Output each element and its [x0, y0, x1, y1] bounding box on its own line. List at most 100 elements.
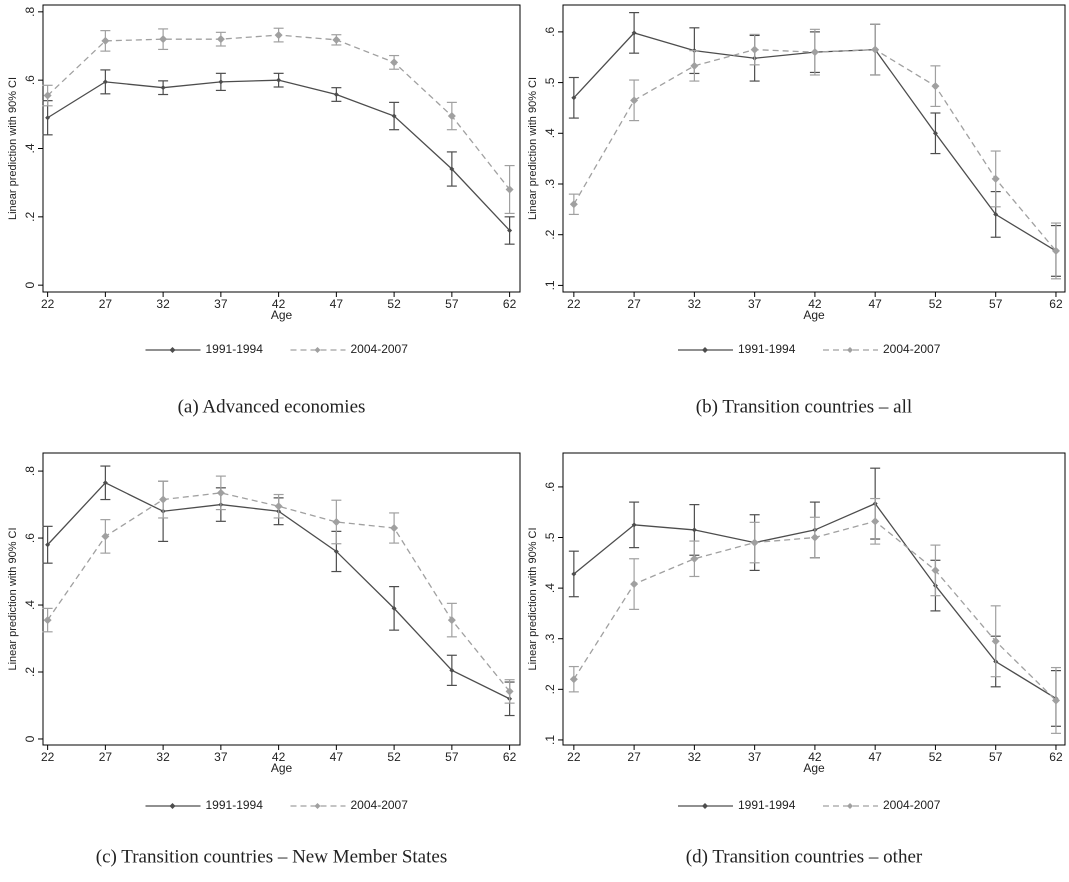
y-tick-label: .2 [543, 684, 557, 694]
series-line [47, 79, 511, 231]
y-tick-label: .6 [543, 27, 557, 37]
y-axis-label: Linear prediction with 90% CI [7, 77, 19, 220]
caption: (c) Transition countries – New Member St… [96, 846, 447, 867]
x-tick-label: 62 [503, 750, 517, 764]
point-marker [750, 538, 759, 547]
panel: .1 .2 .3 .4 .5 .6 22 27 32 37 42 47 52 57 62 Age Linear … [527, 452, 1066, 867]
point-marker [630, 96, 639, 105]
point-marker [993, 211, 999, 217]
legend-marker [169, 347, 176, 353]
legend-label: 1991-1994 [206, 342, 264, 356]
point-marker [871, 45, 880, 54]
x-tick-label: 62 [503, 297, 517, 311]
x-tick-label: 52 [387, 750, 401, 764]
point-marker [332, 517, 341, 526]
point-marker [569, 675, 578, 684]
x-axis-label: Age [271, 308, 293, 322]
point-marker [932, 130, 938, 136]
legend-marker [314, 347, 321, 353]
x-tick-label: 57 [445, 297, 459, 311]
point-marker [391, 113, 397, 119]
x-tick-label: 32 [156, 297, 170, 311]
caption: (b) Transition countries – all [696, 396, 912, 417]
point-marker [505, 185, 514, 194]
point-marker [1051, 246, 1060, 255]
point-marker [274, 502, 283, 511]
point-marker [390, 58, 399, 67]
y-tick-label: .4 [543, 583, 557, 593]
x-tick-label: 37 [214, 297, 228, 311]
point-marker [569, 200, 578, 209]
x-tick-label: 27 [99, 297, 113, 311]
plot-frame [42, 452, 521, 746]
x-tick-label: 47 [868, 297, 882, 311]
point-marker [991, 174, 1000, 183]
series-line [47, 34, 511, 190]
x-axis-label: Age [803, 761, 825, 775]
x-tick-label: 37 [748, 297, 762, 311]
x-tick-label: 22 [567, 750, 581, 764]
y-tick-label: .2 [23, 667, 37, 677]
point-marker [507, 228, 513, 233]
point-marker [218, 79, 224, 85]
point-marker [690, 554, 699, 563]
y-tick-label: .6 [543, 482, 557, 492]
point-marker [931, 566, 940, 575]
point-marker [630, 580, 639, 589]
plot-frame [42, 4, 521, 293]
legend-marker [702, 347, 708, 353]
legend-marker [314, 803, 321, 809]
x-tick-label: 57 [445, 750, 459, 764]
point-marker [449, 667, 455, 673]
x-tick-label: 62 [1049, 750, 1063, 764]
point-marker [991, 637, 1000, 646]
x-axis-label: Age [803, 308, 825, 322]
point-marker [810, 533, 819, 542]
y-tick-label: 0 [23, 735, 37, 742]
panel: 0 .2 .4 .6 .8 22 27 32 37 42 47 52 57 62 Age Linear pre… [7, 452, 521, 867]
point-marker [274, 31, 283, 40]
x-tick-label: 27 [99, 750, 113, 764]
panel: .1 .2 .3 .4 .5 .6 22 27 32 37 42 47 52 57 62 Age Linear … [527, 4, 1066, 417]
point-marker [750, 45, 759, 54]
x-tick-label: 57 [989, 297, 1003, 311]
x-tick-label: 57 [989, 750, 1003, 764]
legend-label: 2004-2007 [351, 342, 409, 356]
legend-label: 2004-2007 [351, 798, 409, 812]
y-axis-label: Linear prediction with 90% CI [527, 77, 539, 220]
point-marker [216, 488, 225, 497]
point-marker [43, 616, 52, 625]
point-marker [43, 91, 52, 100]
y-tick-label: .4 [23, 600, 37, 610]
point-marker [931, 82, 940, 91]
x-tick-label: 27 [627, 750, 641, 764]
series-line [47, 492, 511, 692]
point-marker [449, 166, 455, 172]
y-tick-label: .4 [543, 128, 557, 138]
y-axis-label: Linear prediction with 90% CI [527, 527, 539, 670]
y-tick-label: .3 [543, 179, 557, 189]
point-marker [160, 85, 166, 91]
legend-marker [847, 347, 853, 353]
legend-label: 1991-1994 [738, 798, 796, 812]
point-marker [101, 532, 110, 541]
legend-label: 2004-2007 [883, 798, 941, 812]
x-tick-label: 22 [567, 297, 581, 311]
point-marker [691, 527, 697, 533]
point-marker [1051, 696, 1060, 705]
x-tick-label: 47 [868, 750, 882, 764]
y-tick-label: .1 [543, 280, 557, 290]
point-marker [631, 522, 637, 528]
x-tick-label: 32 [156, 750, 170, 764]
point-marker [333, 548, 339, 554]
series-line [573, 48, 1057, 252]
x-tick-label: 42 [272, 297, 286, 311]
x-tick-label: 37 [748, 750, 762, 764]
point-marker [159, 35, 168, 44]
point-marker [391, 605, 397, 611]
legend-label: 2004-2007 [883, 342, 941, 356]
x-tick-label: 52 [387, 297, 401, 311]
point-marker [102, 79, 108, 85]
x-tick-label: 47 [330, 297, 344, 311]
